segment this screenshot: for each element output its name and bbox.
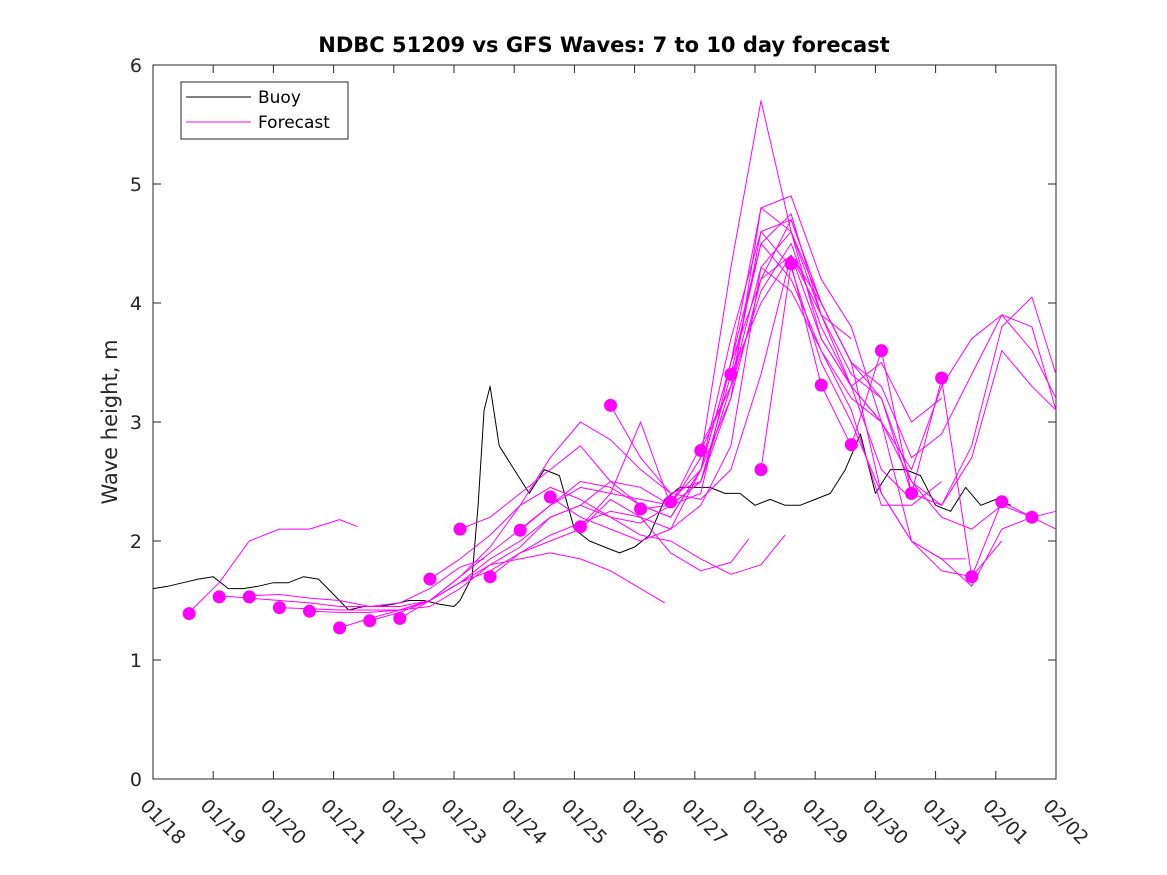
x-tick-label: 01/20 <box>256 795 310 849</box>
forecast-start-marker <box>634 502 648 516</box>
forecast-start-marker <box>242 590 256 604</box>
forecast-series-line <box>730 254 942 423</box>
legend-buoy-label: Buoy <box>258 88 301 108</box>
forecast-series-line <box>580 266 1057 528</box>
forecast-series-line <box>219 558 485 607</box>
forecast-start-marker <box>754 463 768 477</box>
forecast-marker <box>905 486 919 500</box>
x-tick-label: 01/27 <box>677 795 731 849</box>
forecast-marker <box>814 378 828 392</box>
x-tick-label: 01/29 <box>798 795 852 849</box>
forecast-marker <box>935 371 949 385</box>
y-tick-label: 3 <box>130 412 142 434</box>
x-tick-label: 01/28 <box>737 795 791 849</box>
forecast-start-marker <box>453 522 467 536</box>
y-tick-label: 4 <box>130 293 142 315</box>
buoy-series-line <box>152 385 1011 611</box>
x-tick-label: 01/18 <box>135 795 189 849</box>
legend: Buoy Forecast <box>180 81 349 140</box>
forecast-start-marker <box>604 398 618 412</box>
plot-area <box>152 64 1057 780</box>
forecast-marker <box>844 438 858 452</box>
forecast-start-marker <box>363 614 377 628</box>
y-tick-label: 5 <box>130 174 142 196</box>
chart-title: NDBC 51209 vs GFS Waves: 7 to 10 day for… <box>318 33 889 57</box>
x-tick-label: 01/19 <box>196 795 250 849</box>
forecast-start-marker <box>694 444 708 458</box>
forecast-start-marker <box>573 520 587 534</box>
forecast-start-marker <box>483 570 497 584</box>
x-tick-label: 01/26 <box>617 795 671 849</box>
forecast-series-line <box>670 207 1057 506</box>
forecast-start-marker <box>423 572 437 586</box>
forecast-start-marker <box>212 590 226 604</box>
y-tick-label: 6 <box>130 55 142 77</box>
x-tick-label: 01/31 <box>918 795 972 849</box>
forecast-start-marker <box>513 523 527 537</box>
forecast-start-marker <box>272 601 286 615</box>
x-tick-label: 01/25 <box>557 795 611 849</box>
forecast-start-marker <box>664 495 678 509</box>
x-tick-label: 01/24 <box>497 795 551 849</box>
forecast-series-line <box>188 519 358 613</box>
forecast-start-marker <box>303 604 317 618</box>
y-tick-label: 0 <box>130 769 142 791</box>
forecast-start-marker <box>182 607 196 621</box>
forecast-marker <box>784 257 798 271</box>
x-tick-label: 02/01 <box>978 795 1032 849</box>
legend-box <box>180 81 349 140</box>
x-tick-label: 01/23 <box>436 795 490 849</box>
legend-forecast-label: Forecast <box>258 113 330 133</box>
forecast-start-marker <box>393 611 407 625</box>
forecast-series-line <box>640 219 1057 510</box>
x-tick-label: 01/30 <box>858 795 912 849</box>
y-tick-label: 1 <box>130 650 142 672</box>
forecast-series-line <box>519 254 1003 578</box>
forecast-series-line <box>399 195 882 619</box>
marker-layer <box>182 257 1039 635</box>
forecast-marker <box>965 570 979 584</box>
forecast-marker <box>874 344 888 358</box>
forecast-start-marker <box>333 621 347 635</box>
forecast-start-marker <box>724 367 738 381</box>
x-tick-label: 01/22 <box>376 795 430 849</box>
y-tick-label: 2 <box>130 531 142 553</box>
x-tick-label: 02/02 <box>1038 795 1092 849</box>
forecast-marker <box>1025 510 1039 524</box>
forecast-start-marker <box>543 490 557 504</box>
x-tick-label: 01/21 <box>316 795 370 849</box>
forecast-marker <box>995 495 1009 509</box>
y-axis-label: Wave height, m <box>98 339 122 504</box>
forecast-series-line <box>339 219 822 629</box>
